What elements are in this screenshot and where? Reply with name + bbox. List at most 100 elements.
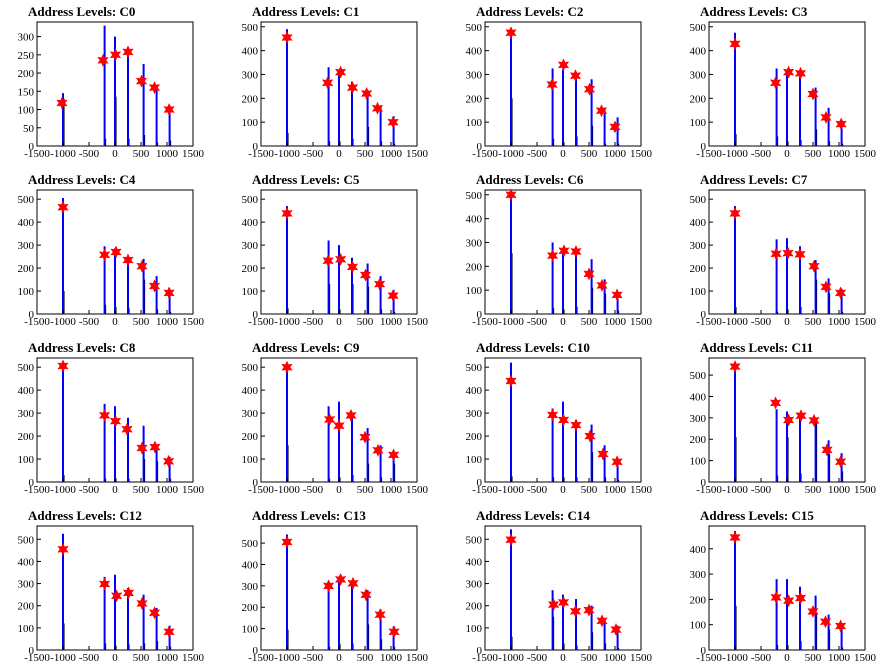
x-tick-label: 1000 [828, 316, 851, 328]
peak-marker [558, 244, 570, 258]
peak-marker [371, 101, 384, 115]
peak-marker [505, 26, 517, 40]
chart-svg: 0 50 100 150 200 250 300 -1500 -1000 -500 0 500 1000… [18, 21, 205, 160]
peak-marker [281, 360, 293, 374]
peak-marker [121, 422, 133, 436]
x-tick-label: 500 [581, 652, 598, 664]
peak-marker [547, 597, 560, 612]
chart-title: Address Levels: C6 [476, 172, 584, 187]
y-tick-label: 100 [690, 456, 707, 468]
peak-marker [345, 408, 357, 423]
y-tick-label: 400 [466, 214, 483, 226]
peak-marker [782, 413, 795, 427]
x-tick-label: 0 [112, 652, 118, 664]
chart-panel-1: Address Levels: C1 0 100 200 300 400 500 -1500-… [224, 0, 448, 168]
y-tick-label: 300 [690, 240, 707, 252]
peak-marker [149, 440, 161, 454]
chart-title: Address Levels: C7 [700, 172, 808, 187]
x-tick-label: -1500 [24, 316, 50, 328]
x-tick-label: -500 [303, 316, 324, 328]
y-tick-label: 0 [477, 141, 483, 153]
y-tick-label: 0 [477, 309, 483, 321]
x-tick-label: -1500 [472, 484, 498, 496]
y-tick-label: 200 [466, 261, 483, 273]
chart-panel-11: Address Levels: C11 0 100 200 300 400 500 -1500… [672, 336, 896, 504]
chart-panel-12: Address Levels: C12 0 100 200 300 400 500 -1500… [0, 504, 224, 672]
peak-marker [98, 577, 111, 591]
peak-marker [334, 252, 347, 266]
y-tick-label: 300 [690, 569, 707, 581]
peak-marker [769, 76, 782, 90]
peak-marker [729, 359, 741, 374]
y-tick-label: 500 [690, 370, 707, 382]
peak-marker [782, 65, 795, 79]
y-tick-label: 100 [242, 624, 259, 636]
peak-marker [122, 45, 134, 59]
x-tick-label: 1000 [380, 484, 403, 496]
x-tick-label: 1000 [380, 148, 403, 160]
chart-title: Address Levels: C1 [252, 4, 360, 19]
peak-marker [835, 117, 847, 131]
peak-marker [281, 206, 293, 221]
chart-svg: 0 100 200 300 400 500 -1500 -1000 -500 0 500 1000 15… [18, 189, 205, 328]
peak-marker [597, 447, 609, 461]
peak-marker [334, 572, 347, 587]
y-tick-label: 200 [242, 431, 259, 443]
x-tick-label: -1000 [50, 148, 76, 160]
peak-marker [163, 102, 175, 117]
y-tick-label: 400 [242, 46, 259, 58]
x-tick-label: 500 [357, 148, 374, 160]
y-tick-label: 300 [690, 69, 707, 81]
y-tick-label: 100 [242, 454, 259, 466]
x-tick-label: -1000 [722, 484, 748, 496]
peak-marker [135, 74, 148, 88]
x-tick-label: -1500 [24, 148, 50, 160]
x-tick-label: -1500 [472, 316, 498, 328]
peak-marker [820, 110, 832, 125]
peak-marker [834, 455, 847, 469]
x-tick-label: 1000 [828, 652, 851, 664]
x-tick-label: 500 [805, 316, 822, 328]
x-tick-label: -500 [527, 316, 548, 328]
peak-marker [595, 104, 608, 118]
peak-marker [770, 247, 782, 261]
chart-svg: 0 100 200 300 400 500 -1500 -1000 -500 0 500 1000 15… [18, 357, 205, 496]
peak-marker [729, 530, 741, 545]
x-tick-label: 1500 [182, 652, 205, 664]
peak-marker [57, 200, 69, 214]
x-tick-label: 1000 [380, 652, 403, 664]
peak-marker [505, 188, 517, 202]
peak-marker [109, 414, 122, 428]
y-tick-label: 300 [466, 237, 483, 249]
peak-marker [584, 429, 596, 443]
y-tick-label: 500 [242, 22, 259, 34]
x-tick-label: -1500 [696, 484, 722, 496]
y-tick-label: 200 [18, 263, 35, 275]
peak-marker [782, 246, 794, 260]
x-tick-label: 500 [805, 148, 822, 160]
y-tick-label: 100 [690, 117, 707, 129]
peak-marker [322, 579, 335, 593]
peak-marker [387, 115, 399, 129]
y-tick-label: 400 [690, 217, 707, 229]
peak-marker [505, 374, 517, 388]
peak-marker [611, 288, 623, 302]
y-tick-label: 400 [690, 544, 707, 556]
chart-title: Address Levels: C4 [28, 172, 136, 187]
peak-marker [56, 96, 68, 110]
x-tick-label: 1000 [156, 316, 179, 328]
x-tick-label: -1500 [696, 316, 722, 328]
chart-svg: 0 100 200 300 400 500 -1500 -1000 -500 0 500 1000 15… [690, 21, 877, 160]
peak-marker [596, 614, 608, 628]
y-tick-label: 300 [242, 408, 259, 420]
x-tick-label: 500 [581, 316, 598, 328]
y-tick-label: 200 [466, 93, 483, 105]
y-tick-label: 0 [29, 645, 35, 657]
peak-marker [322, 254, 334, 268]
chart-title: Address Levels: C0 [28, 4, 136, 19]
peak-marker [505, 533, 517, 547]
x-tick-label: 0 [560, 652, 566, 664]
peak-marker [122, 586, 135, 600]
peak-marker [583, 267, 595, 281]
x-tick-label: 0 [336, 484, 342, 496]
